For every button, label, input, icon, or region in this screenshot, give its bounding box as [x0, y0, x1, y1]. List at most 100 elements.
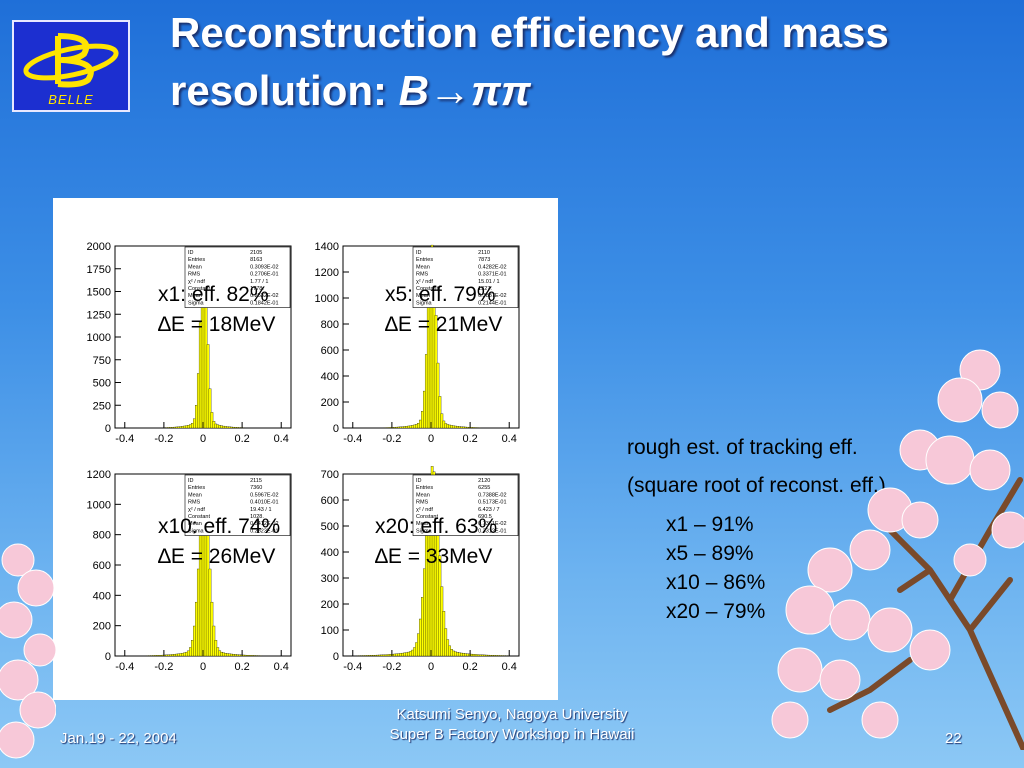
stats-key: χ² / ndf [188, 507, 205, 513]
stats-key: ID [188, 250, 194, 256]
x-tick-label: 0.4 [274, 661, 289, 673]
stats-value: 0.2706E-01 [250, 272, 278, 278]
stats-box [184, 246, 291, 308]
y-tick-label: 1750 [87, 264, 111, 276]
x-tick-label: 0 [200, 661, 206, 673]
y-tick-label: 0 [105, 651, 111, 663]
y-tick-label: 800 [321, 319, 339, 331]
stats-key: Entries [416, 485, 433, 491]
stats-value: 0.4282E-02 [478, 264, 506, 270]
histogram-figure: 0 250 500 750 1000 1250 1500 1750 2000 -0.4 -0.2 0 0… [53, 198, 558, 700]
stats-value: 0.3312E-01 [478, 528, 506, 534]
plot-label-x20: x20: eff. 63% ∆E = 33MeV [375, 512, 497, 572]
histogram-bin [208, 388, 212, 429]
x-tick-label: -0.2 [154, 661, 173, 673]
stats-value: 1778. [250, 286, 264, 292]
stats-value: 0.7388E-02 [478, 492, 506, 498]
x-tick-label: -0.2 [154, 433, 173, 445]
stats-key: χ² / ndf [188, 279, 205, 285]
x-tick-label: -0.4 [343, 661, 362, 673]
stats-key: Mean [416, 521, 430, 527]
stats-value: 0.5967E-02 [250, 492, 278, 498]
stats-value: 0.3837E-02 [478, 293, 506, 299]
histogram-bin [438, 396, 442, 429]
y-tick-label: 2000 [87, 241, 111, 253]
stats-key: Mean [188, 492, 202, 498]
x-tick-label: 0.2 [462, 433, 477, 445]
footer-author: Katsumi Senyo, Nagoya University Super B… [362, 705, 662, 745]
stats-box [412, 246, 519, 308]
y-tick-label: 200 [321, 397, 339, 409]
stats-box [412, 474, 519, 536]
x-tick-label: 0.2 [234, 433, 249, 445]
y-tick-label: 100 [321, 625, 339, 637]
y-tick-label: 300 [321, 573, 339, 585]
stats-value: 1327. [478, 286, 492, 292]
y-tick-label: 700 [321, 469, 339, 481]
stats-key: Sigma [416, 528, 433, 534]
stats-key: RMS [416, 500, 429, 506]
stats-value: 0.3371E-01 [478, 272, 506, 278]
resolution-label: ∆E = 26MeV [158, 545, 276, 568]
resolution-label: ∆E = 21MeV [385, 313, 503, 336]
y-tick-label: 1000 [87, 499, 111, 511]
y-tick-label: 250 [93, 400, 111, 412]
title-line-2-prefix: resolution: [170, 67, 399, 114]
slide-title: Reconstruction efficiency and mass resol… [170, 4, 1010, 120]
stats-key: ID [416, 478, 422, 484]
eff-label: x1: eff. 82% [158, 283, 269, 306]
x-tick-label: 0.2 [234, 661, 249, 673]
y-tick-label: 0 [333, 651, 339, 663]
stats-value: 1.77 / 1 [250, 279, 268, 285]
cherry-blossom-left-icon [0, 543, 56, 759]
resolution-label: ∆E = 18MeV [158, 313, 276, 336]
x-tick-label: 0 [200, 433, 206, 445]
stats-key: Mean [188, 521, 202, 527]
histogram-x5: 0 200 400 600 800 1000 1200 1400 -0.4 -0.2 0 0.2 0.4… [281, 238, 531, 458]
histogram-x1: 0 250 500 750 1000 1250 1500 1750 2000 -0.4 -0.2 0 0… [53, 238, 303, 458]
histogram-x20: 0 100 200 300 400 500 600 700 -0.4 -0.2 0 0.2 0.4 ID 2… [281, 466, 531, 686]
stats-value: 2120 [478, 478, 490, 484]
stats-value: 0.5412E-02 [250, 521, 278, 527]
logo-text: BELLE [48, 92, 94, 107]
x-tick-label: 0 [428, 661, 434, 673]
stats-value: 1028. [250, 514, 264, 520]
stats-key: Mean [416, 293, 430, 299]
belle-logo: BELLE [12, 20, 130, 112]
stats-value: 2105 [250, 250, 262, 256]
y-tick-label: 800 [93, 530, 111, 542]
y-tick-label: 500 [321, 521, 339, 533]
stats-key: ID [416, 250, 422, 256]
efficiency-list: x1 – 91% x5 – 89% x10 – 86% x20 – 79% [627, 510, 886, 626]
stats-key: Mean [416, 492, 430, 498]
list-item: x10 – 86% [666, 571, 766, 594]
y-tick-label: 1200 [315, 267, 339, 279]
stats-value: 8163 [250, 257, 262, 263]
stats-key: Entries [188, 485, 205, 491]
eff-label: x5: eff. 79% [385, 283, 496, 306]
y-tick-label: 600 [321, 495, 339, 507]
y-tick-label: 600 [321, 345, 339, 357]
stats-value: 0.5173E-01 [478, 500, 506, 506]
x-tick-label: 0 [428, 433, 434, 445]
cherry-blossom-right-icon [771, 349, 1024, 750]
stats-key: Sigma [416, 300, 433, 306]
x-tick-label: -0.2 [382, 433, 401, 445]
stats-key: Constant [416, 286, 438, 292]
stats-key: RMS [188, 500, 201, 506]
footer-date: Jan.19 - 22, 2004 [60, 730, 177, 747]
histogram-bin [210, 412, 214, 429]
y-tick-label: 1400 [315, 241, 339, 253]
title-line-1: Reconstruction efficiency and mass [170, 9, 889, 56]
stats-value: 0.3093E-02 [250, 264, 278, 270]
stats-value: 15.01 / 1 [478, 279, 499, 285]
x-tick-label: -0.4 [115, 433, 134, 445]
stats-key: RMS [188, 272, 201, 278]
stats-key: Mean [416, 264, 430, 270]
histogram-bin [206, 344, 210, 429]
histogram-bin [436, 362, 440, 429]
title-decay-symbol: B→ππ [398, 67, 531, 114]
stats-key: Sigma [188, 528, 205, 534]
y-tick-label: 400 [321, 547, 339, 559]
list-item: x1 – 91% [666, 513, 754, 536]
